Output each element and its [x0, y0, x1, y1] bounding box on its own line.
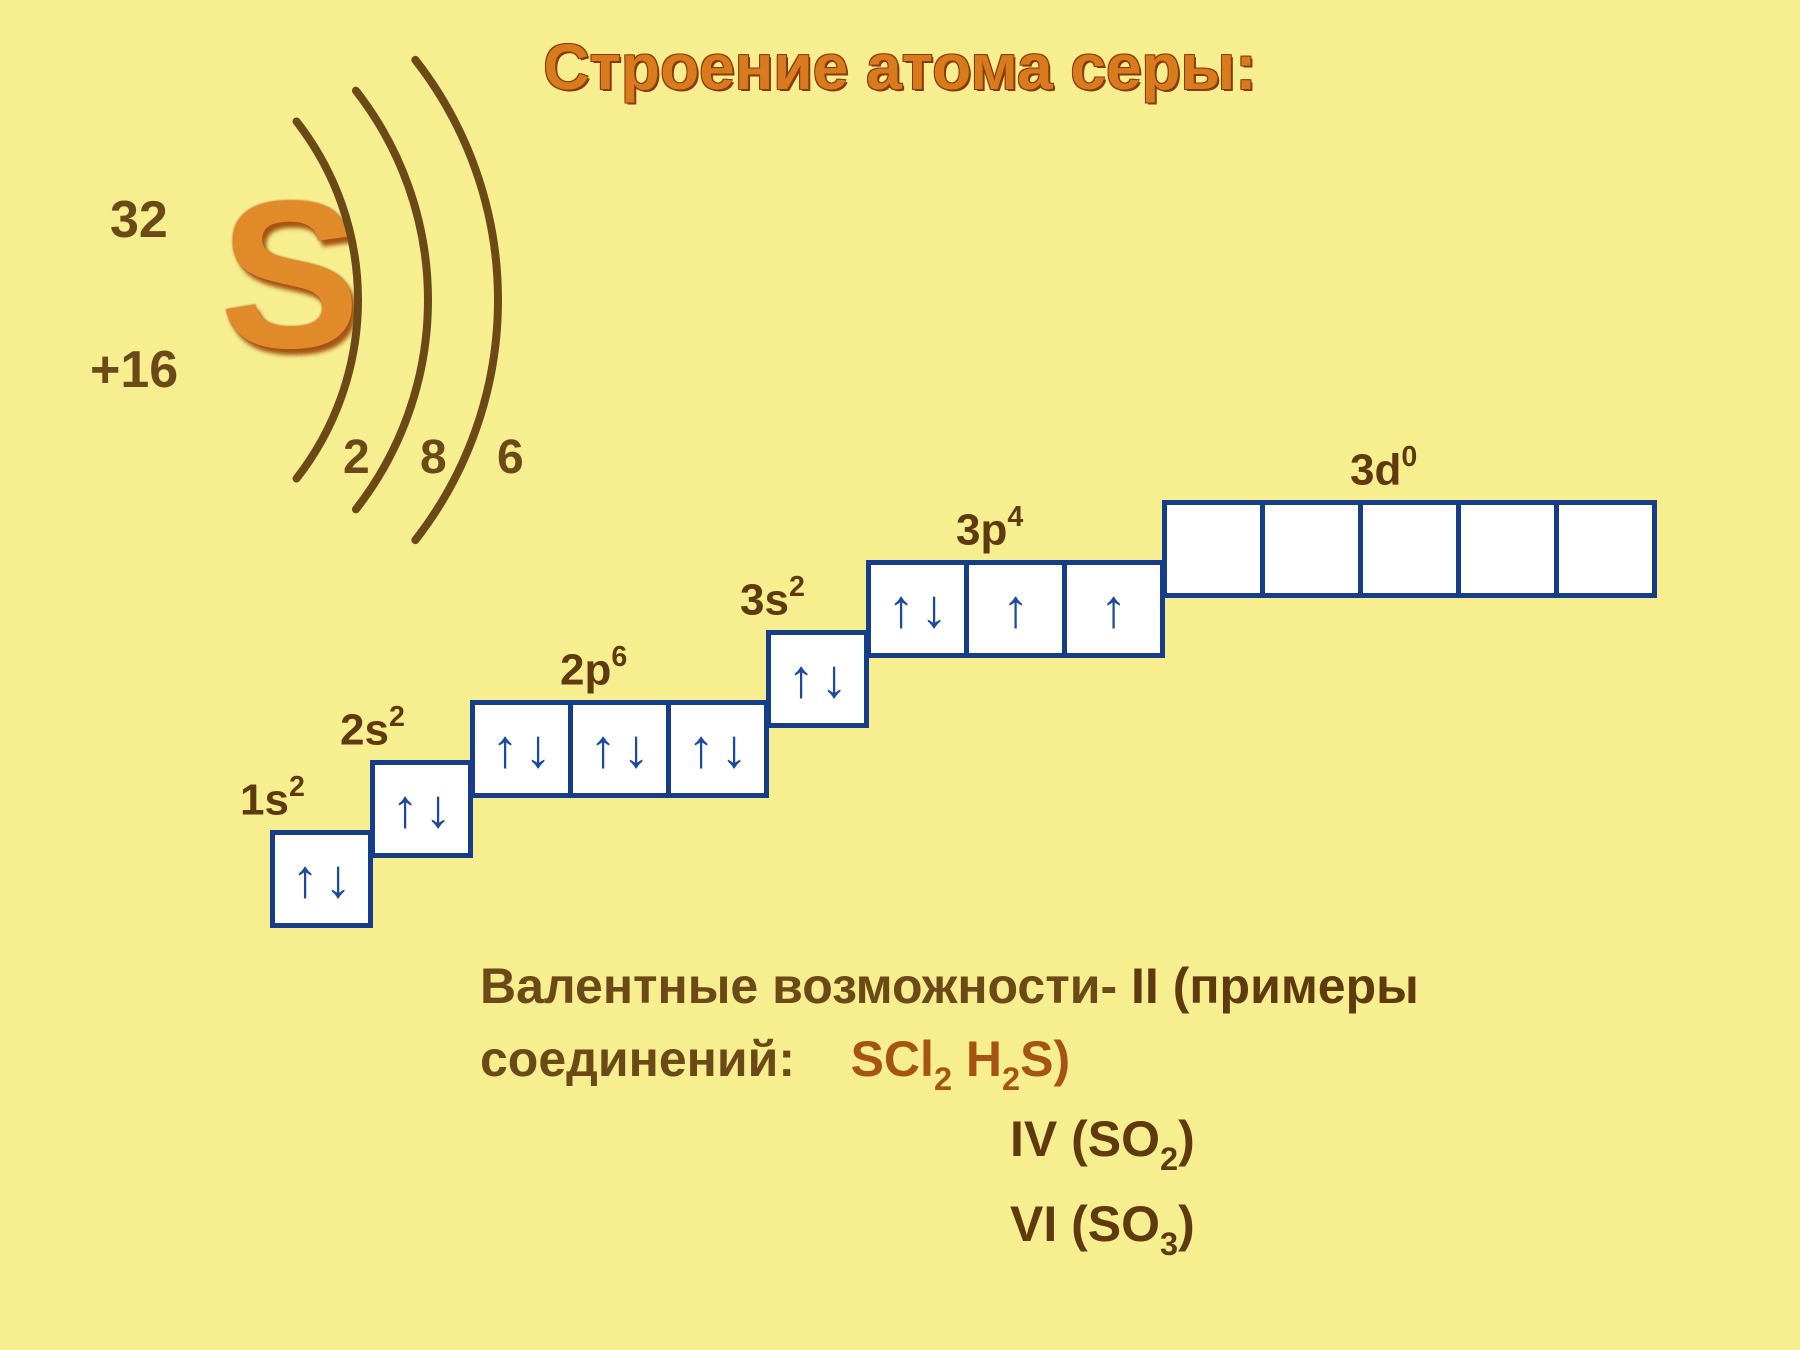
orbital-cell: ↑↓	[766, 630, 869, 728]
compounds-examples-2: IV (SO2)	[1010, 1111, 1195, 1167]
spin-down-arrow: ↓	[623, 722, 650, 776]
orbital-cell: ↑↓	[666, 700, 769, 798]
orbital-label: 3p4	[956, 504, 1023, 556]
orbital-cell: ↑↓	[270, 830, 373, 928]
orbital-label: 2s2	[340, 704, 405, 756]
valence-line-3: IV (SO2)	[1010, 1110, 1195, 1175]
orbital-label: 3d0	[1350, 444, 1417, 496]
orbital-diagram: 1s2↑↓2s2↑↓2p6↑↓↑↓↑↓3s2↑↓3p4↑↓↑↑3d0	[0, 0, 1800, 1350]
compounds-examples-3: VI (SO3)	[1010, 1196, 1195, 1252]
valence-line-4: VI (SO3)	[1010, 1195, 1195, 1260]
orbital-cell: ↑↓	[866, 560, 969, 658]
orbital-label: 1s2	[240, 774, 305, 826]
spin-down-arrow: ↓	[821, 652, 848, 706]
spin-up-arrow: ↑	[590, 722, 617, 776]
compounds-examples-1: SCl2 H2S)	[851, 1031, 1071, 1087]
orbital-cell	[1260, 500, 1363, 598]
valence-line-2: соединений: SCl2 H2S)	[480, 1023, 1419, 1100]
spin-up-arrow: ↑	[688, 722, 715, 776]
spin-down-arrow: ↓	[425, 782, 452, 836]
spin-up-arrow: ↑	[1100, 582, 1127, 636]
valence-line-1: Валентные возможности- II (примеры	[480, 950, 1419, 1023]
spin-down-arrow: ↓	[525, 722, 552, 776]
spin-up-arrow: ↑	[1002, 582, 1029, 636]
orbital-cell: ↑↓	[470, 700, 573, 798]
spin-up-arrow: ↑	[292, 852, 319, 906]
orbital-cell	[1358, 500, 1461, 598]
orbital-cell: ↑	[964, 560, 1067, 658]
orbital-cell: ↑↓	[370, 760, 473, 858]
spin-down-arrow: ↓	[921, 582, 948, 636]
orbital-cell	[1456, 500, 1559, 598]
orbital-cell: ↑↓	[568, 700, 671, 798]
spin-up-arrow: ↑	[788, 652, 815, 706]
spin-down-arrow: ↓	[325, 852, 352, 906]
orbital-cell	[1554, 500, 1657, 598]
orbital-label: 2p6	[560, 644, 627, 696]
spin-up-arrow: ↑	[392, 782, 419, 836]
spin-down-arrow: ↓	[721, 722, 748, 776]
spin-up-arrow: ↑	[492, 722, 519, 776]
orbital-cell: ↑	[1062, 560, 1165, 658]
valence-text: Валентные возможности- II (примеры соеди…	[480, 950, 1419, 1100]
spin-up-arrow: ↑	[888, 582, 915, 636]
orbital-cell	[1162, 500, 1265, 598]
orbital-label: 3s2	[740, 574, 805, 626]
